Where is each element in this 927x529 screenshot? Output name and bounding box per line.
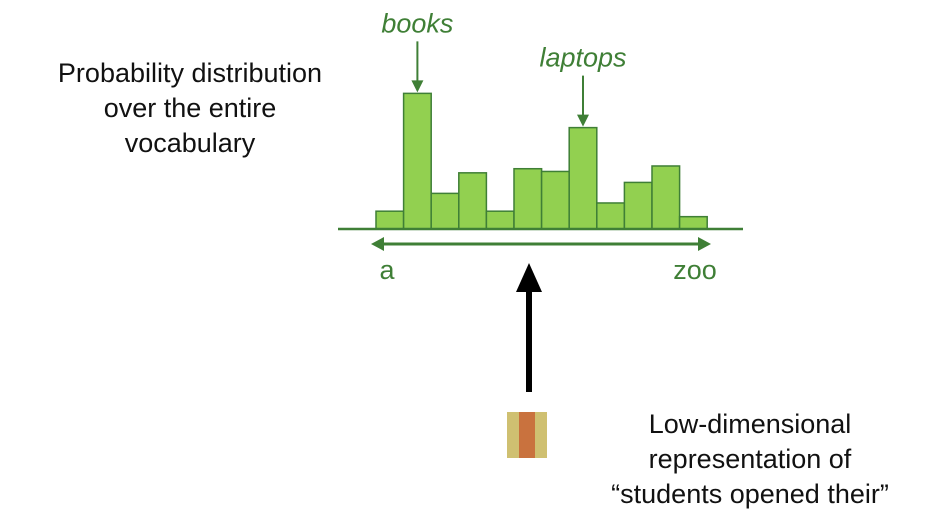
vector-stripe xyxy=(519,412,535,458)
histogram-bar xyxy=(540,170,570,230)
arrow-down-icon xyxy=(577,114,589,127)
representation-vector xyxy=(507,412,547,458)
arrow-up-icon xyxy=(516,263,542,292)
histogram-bar xyxy=(430,192,460,230)
probability-label-line-2: over the entire xyxy=(103,93,277,123)
histogram-bar xyxy=(596,202,626,230)
histogram-bar xyxy=(678,215,708,230)
representation-label-line-3: “students opened their” xyxy=(611,479,889,509)
bar-group xyxy=(375,92,708,230)
annotation-group: books laptops xyxy=(381,8,627,127)
probability-label-line-1: Probability distribution xyxy=(57,58,323,88)
vocab-start-label: a xyxy=(379,255,395,285)
annotation-label: laptops xyxy=(539,43,626,73)
vector-stripe xyxy=(535,412,547,458)
histogram-bar xyxy=(402,92,432,230)
arrow-right-icon xyxy=(698,237,711,251)
representation-label-line-1: Low-dimensional xyxy=(648,409,852,439)
histogram-bar xyxy=(458,172,488,230)
histogram-bar xyxy=(623,181,653,230)
histogram-bar xyxy=(485,210,515,230)
histogram-bar xyxy=(375,210,405,230)
histogram-bar xyxy=(651,165,681,230)
representation-label-line-2: representation of xyxy=(648,444,852,474)
vocab-end-label: zoo xyxy=(673,255,717,285)
projection-arrow xyxy=(516,263,542,392)
histogram-bar xyxy=(513,167,543,230)
arrow-down-icon xyxy=(411,80,424,93)
histogram-bar xyxy=(568,126,598,230)
probability-distribution-label: Probability distribution over the entire… xyxy=(20,56,360,161)
vector-stripe xyxy=(507,412,519,458)
vocabulary-range-arrow xyxy=(371,237,711,251)
arrow-left-icon xyxy=(371,237,384,251)
probability-label-line-3: vocabulary xyxy=(124,128,256,158)
representation-label: Low-dimensional representation of “stude… xyxy=(575,407,925,512)
annotation-label: books xyxy=(381,8,453,38)
